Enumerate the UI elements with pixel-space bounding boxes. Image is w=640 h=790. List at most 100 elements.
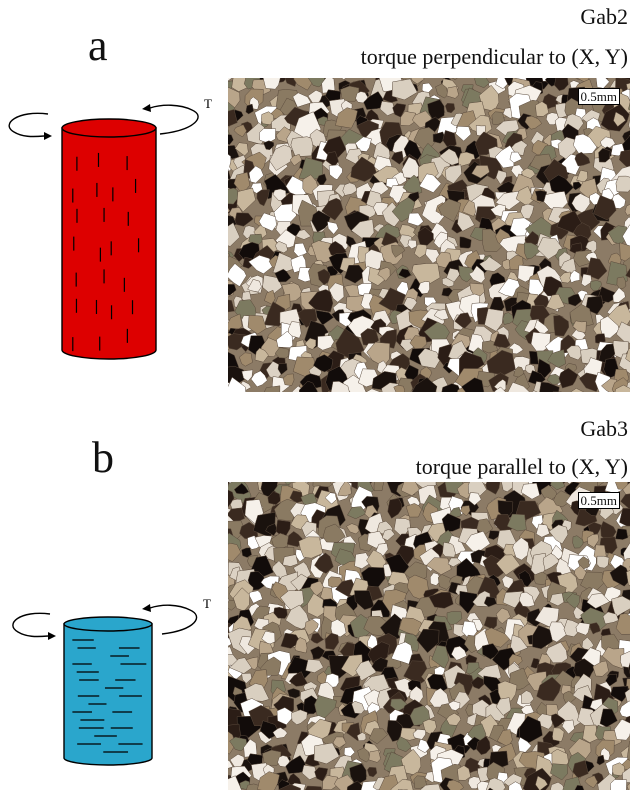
mineral-grain (407, 212, 424, 227)
mineral-grain (236, 187, 256, 213)
mineral-grain (233, 124, 247, 138)
mineral-grain (437, 198, 461, 222)
mineral-grain (614, 384, 630, 392)
mineral-grain (274, 240, 288, 254)
mineral-grain (532, 624, 553, 650)
mineral-grain (390, 698, 409, 712)
mineral-grain (460, 505, 471, 517)
mineral-grain (441, 513, 461, 533)
mineral-grain (512, 537, 531, 561)
mineral-grain (414, 243, 428, 259)
mineral-grain (314, 552, 334, 574)
mineral-grain (547, 349, 566, 368)
mineral-grain (593, 195, 617, 221)
mineral-grain (403, 297, 418, 311)
mineral-grain (241, 547, 252, 558)
mineral-grain (234, 142, 249, 157)
mineral-grain (351, 700, 365, 715)
mineral-grain (284, 482, 293, 486)
mineral-grain (328, 164, 343, 180)
mineral-grain (228, 542, 242, 563)
mineral-grain (510, 634, 529, 654)
mineral-grain (287, 321, 302, 339)
mineral-grain (377, 267, 391, 282)
mineral-grain (305, 658, 324, 673)
mineral-grain (356, 732, 367, 742)
mineral-grain (586, 593, 611, 609)
mineral-grain (629, 609, 630, 614)
mineral-grain (417, 281, 430, 295)
mineral-grain (355, 660, 377, 682)
mineral-grain (447, 557, 462, 568)
mineral-grain (347, 506, 367, 520)
mineral-grain (391, 245, 406, 258)
mineral-grain (311, 210, 331, 233)
mineral-grain (250, 370, 268, 388)
thin-section-micrograph-a: 0.5mm (228, 78, 630, 392)
mineral-grain (258, 212, 277, 232)
panel-letter-b: b (92, 433, 114, 482)
mineral-grain (241, 369, 254, 382)
mineral-grain (536, 676, 562, 702)
mineral-grain (461, 377, 485, 392)
mineral-grain (304, 337, 317, 350)
mineral-grain (355, 136, 372, 152)
mineral-grain (610, 779, 627, 790)
mineral-grain (341, 78, 347, 80)
mineral-grain (533, 571, 548, 585)
mineral-grain (228, 333, 247, 351)
mineral-grain (614, 718, 630, 741)
mineral-grain (508, 781, 523, 790)
mineral-grain (437, 574, 454, 590)
mineral-grain (598, 286, 616, 303)
mineral-grain (496, 554, 521, 576)
scale-bar-a: 0.5mm (577, 88, 620, 105)
mineral-grain (484, 627, 510, 648)
mineral-grain (483, 596, 498, 608)
mineral-grain (619, 242, 630, 264)
mineral-grain (554, 78, 569, 91)
mineral-grain (407, 239, 417, 250)
mineral-grain (228, 134, 234, 146)
mineral-grain (432, 131, 446, 144)
mineral-grain (609, 564, 630, 587)
mineral-grain (596, 555, 610, 569)
mineral-grain (335, 107, 358, 129)
mineral-grain (506, 513, 527, 532)
mineral-grain (229, 657, 253, 674)
mineral-grain (598, 148, 611, 163)
mineral-grain (399, 727, 416, 741)
mineral-grain (396, 736, 412, 752)
mineral-grain (572, 760, 589, 779)
mineral-grain (622, 767, 630, 783)
mineral-grain (628, 101, 630, 111)
mineral-grain (277, 755, 290, 768)
mineral-grain (479, 256, 503, 272)
mineral-grain (284, 78, 297, 87)
mineral-grain (381, 528, 396, 541)
mineral-grain (623, 542, 630, 563)
mineral-grain (265, 523, 278, 536)
mineral-grain (278, 784, 301, 790)
mineral-grain (566, 345, 584, 361)
mineral-grain (387, 498, 402, 519)
mineral-grain (301, 764, 318, 780)
mineral-grain (584, 775, 598, 789)
mineral-grain (574, 151, 591, 167)
mineral-grain (616, 321, 630, 344)
mineral-grain (487, 787, 494, 790)
mineral-grain (620, 493, 630, 510)
mineral-grain (363, 91, 385, 110)
mineral-grain (495, 78, 508, 90)
mineral-grain (395, 544, 415, 565)
mineral-grain (439, 148, 461, 166)
mineral-grain (616, 276, 627, 289)
mineral-grain (624, 688, 630, 706)
mineral-grain (612, 762, 625, 777)
mineral-grain (627, 740, 630, 763)
scale-bar-b: 0.5mm (577, 492, 620, 509)
sample-name-b: Gab3 (580, 416, 628, 441)
torque-arrow-right (142, 104, 199, 135)
mineral-grain (550, 763, 568, 781)
mineral-grain (625, 347, 630, 363)
